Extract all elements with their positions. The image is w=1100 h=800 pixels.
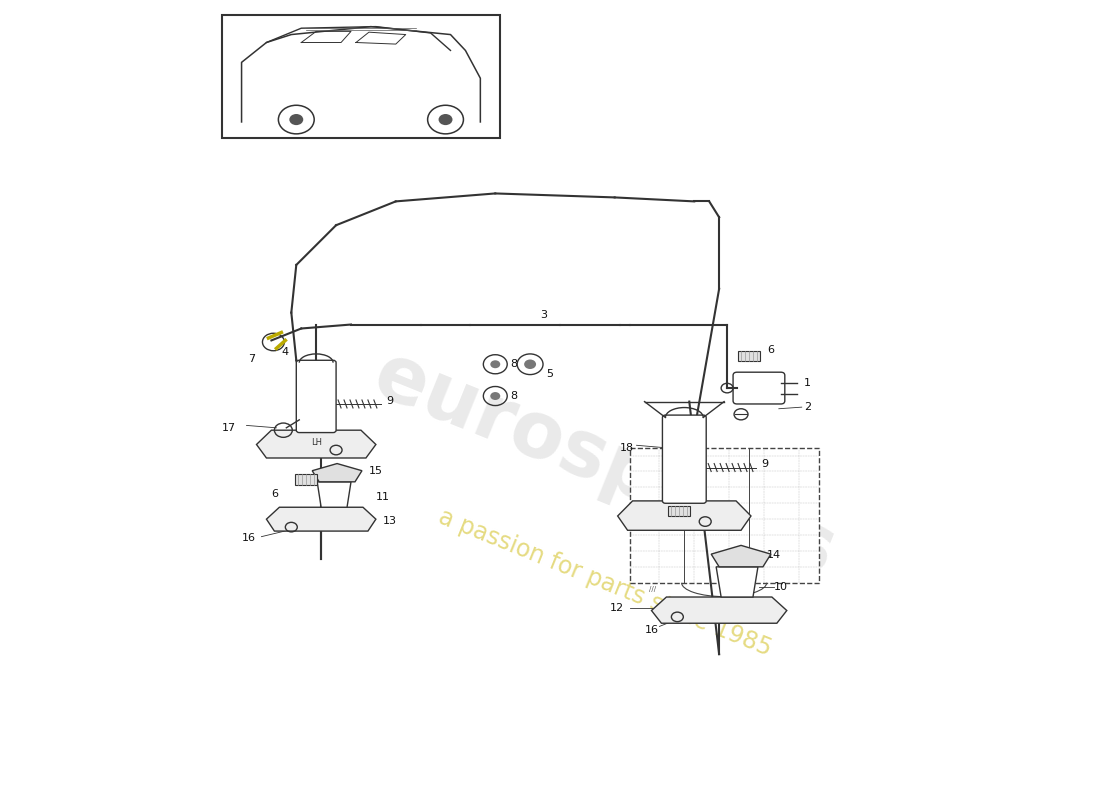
FancyBboxPatch shape <box>295 474 317 485</box>
Text: 16: 16 <box>242 534 255 543</box>
Text: 14: 14 <box>767 550 781 560</box>
Text: 7: 7 <box>249 354 255 365</box>
Text: 9: 9 <box>386 396 393 406</box>
Bar <box>629 448 818 582</box>
Text: a passion for parts since 1985: a passion for parts since 1985 <box>434 505 774 661</box>
Text: 6: 6 <box>272 489 278 498</box>
Text: 4: 4 <box>282 347 288 358</box>
Bar <box>222 14 500 138</box>
Text: 8: 8 <box>510 359 517 370</box>
Polygon shape <box>266 507 376 531</box>
Text: 6: 6 <box>767 345 774 355</box>
Text: 16: 16 <box>344 445 358 455</box>
Text: 1: 1 <box>804 378 811 387</box>
Text: eurospares: eurospares <box>363 336 847 591</box>
Polygon shape <box>716 567 758 597</box>
Text: 17: 17 <box>222 423 235 433</box>
Text: 3: 3 <box>540 310 547 320</box>
Polygon shape <box>618 501 751 530</box>
Polygon shape <box>317 482 351 507</box>
Text: 18: 18 <box>619 442 634 453</box>
FancyBboxPatch shape <box>662 415 706 503</box>
Polygon shape <box>312 463 362 482</box>
Polygon shape <box>651 597 786 623</box>
Circle shape <box>439 114 452 125</box>
FancyBboxPatch shape <box>669 506 691 516</box>
Text: 16: 16 <box>713 517 727 526</box>
Text: 12: 12 <box>609 603 624 613</box>
Text: 5: 5 <box>546 369 553 378</box>
Text: LH: LH <box>310 438 321 446</box>
Text: ///: /// <box>649 586 657 592</box>
Text: 11: 11 <box>376 492 389 502</box>
Text: 10: 10 <box>774 582 788 592</box>
Polygon shape <box>712 546 771 567</box>
Text: 13: 13 <box>383 516 397 526</box>
Text: 16: 16 <box>645 626 659 635</box>
Circle shape <box>491 392 501 400</box>
Text: 6: 6 <box>700 497 706 506</box>
Polygon shape <box>256 430 376 458</box>
Circle shape <box>491 360 501 368</box>
Text: 9: 9 <box>761 459 768 470</box>
Text: 2: 2 <box>804 402 811 412</box>
Circle shape <box>524 359 536 369</box>
FancyBboxPatch shape <box>296 360 337 433</box>
FancyBboxPatch shape <box>738 351 760 362</box>
Text: 8: 8 <box>510 391 517 401</box>
Text: 15: 15 <box>368 466 383 477</box>
Circle shape <box>289 114 304 125</box>
FancyBboxPatch shape <box>733 372 784 404</box>
